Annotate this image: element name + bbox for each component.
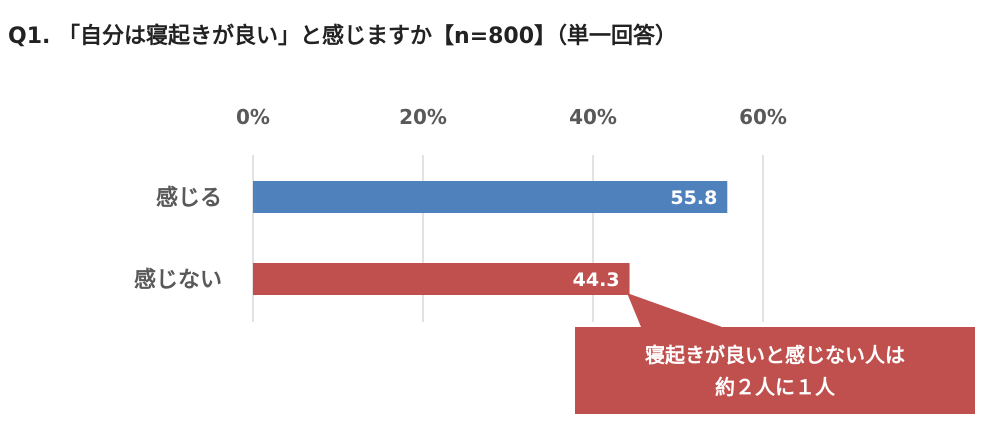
data-labels: 55.8 44.3 <box>573 187 718 291</box>
callout-line-1: 寝起きが良いと感じない人は <box>645 343 905 367</box>
callout-box <box>575 293 975 414</box>
data-label: 44.3 <box>573 269 620 291</box>
bar <box>253 263 630 295</box>
x-tick-label: 20% <box>399 105 447 129</box>
category-label: 感じない <box>134 267 222 293</box>
x-tick-label: 40% <box>569 105 617 129</box>
bars <box>253 181 728 295</box>
bar <box>253 181 728 213</box>
callout: 寝起きが良いと感じない人は 約２人に１人 <box>575 293 975 414</box>
chart-title: Q1. 「自分は寝起きが良い」と感じますか【n=800】（単一回答） <box>8 24 678 49</box>
gridlines <box>252 155 764 322</box>
data-label: 55.8 <box>670 187 717 209</box>
x-tick-label: 60% <box>739 105 787 129</box>
category-label: 感じる <box>156 185 222 211</box>
callout-line-2: 約２人に１人 <box>715 375 836 399</box>
x-axis-tick-labels: 0% 20% 40% 60% <box>236 105 787 129</box>
x-tick-label: 0% <box>236 105 270 129</box>
